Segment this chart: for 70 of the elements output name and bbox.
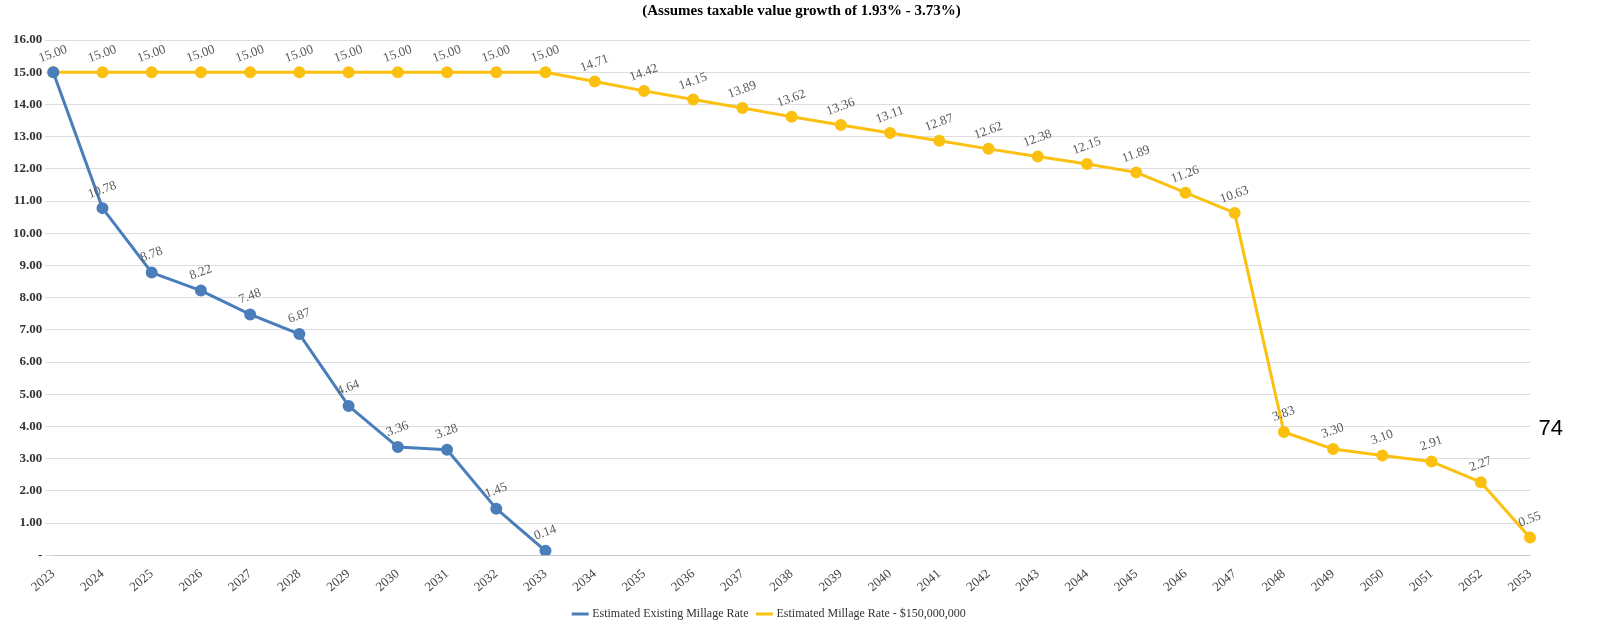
data-label: 3.83 [1270,401,1297,424]
data-label: 12.62 [971,117,1005,142]
data-label: 11.89 [1119,141,1152,166]
data-label: 15.00 [233,41,266,66]
text: 74 [1538,415,1563,441]
data-label: 4.64 [334,375,362,398]
data-label: 15.00 [134,41,168,66]
y-tick-label: 11.00 [13,192,43,208]
data-label: 2.27 [1466,451,1494,475]
x-tick-label: 2040 [864,565,895,594]
y-tick-label: 2.00 [19,482,43,498]
data-label: 15.00 [479,41,512,66]
y-tick-label: - [37,546,43,562]
data-label: 12.15 [1070,132,1103,157]
y-tick-label: 8.00 [19,289,43,305]
x-tick-label: 2049 [1307,565,1338,594]
data-label: 3.28 [433,419,460,442]
data-label: 2.91 [1417,431,1445,454]
data-label: 10.63 [1217,181,1251,206]
y-tick-label: 13.00 [13,127,43,143]
y-tick-label: 14.00 [13,95,43,111]
x-tick-label: 2045 [1110,565,1141,594]
y-tick-label: 3.00 [19,450,43,466]
y-tick-label: 5.00 [19,385,43,401]
data-label: 13.36 [823,93,858,118]
y-tick-label: 12.00 [13,160,43,176]
y-tick-label: 6.00 [19,353,43,369]
data-label: 14.71 [577,50,611,75]
y-tick-label: 15.00 [13,63,43,79]
y-tick-label: 7.00 [19,321,43,337]
data-label: 13.11 [873,101,906,126]
data-label: 6.87 [285,303,313,326]
y-tick-label: 4.00 [19,417,43,433]
x-tick-label: 2023 [27,565,58,594]
x-tick-label: 2036 [667,565,698,594]
data-label: 15.00 [430,41,463,66]
y-tick-label: 9.00 [19,256,43,272]
data-label: 14.15 [676,68,709,93]
data-label: 13.89 [725,76,759,101]
x-tick-label: 2051 [1406,565,1436,594]
chart-title: (Assumes taxable value growth of 1.93% - 3.73%) [641,1,962,20]
data-label: 15.00 [331,41,365,66]
legend-label: Estimated Millage Rate - $150,000,000 [776,606,966,621]
y-tick-label: 16.00 [13,31,43,47]
data-label: 0.55 [1516,507,1543,530]
x-tick-label: 2031 [421,565,452,594]
data-label: 0.14 [531,520,559,543]
data-label: 15.00 [380,41,414,66]
data-label: 10.78 [85,176,119,202]
x-tick-label: 2041 [913,565,944,594]
y-tick-label: 10.00 [13,224,43,240]
data-label: 12.87 [922,109,956,134]
legend-label: Estimated Existing Millage Rate [592,606,749,621]
data-label: 15.00 [184,41,217,66]
data-label: 1.45 [482,478,509,501]
x-tick-label: 2032 [470,565,501,594]
data-label: 15.00 [282,41,316,66]
data-label: 7.48 [236,284,263,307]
data-label: 8.78 [137,242,165,265]
y-tick-label: 1.00 [19,514,43,530]
data-label: 8.22 [187,260,214,283]
data-label: 12.38 [1020,125,1054,150]
data-label: 13.62 [774,85,808,110]
data-label: 3.10 [1368,425,1395,448]
data-label: 3.36 [383,416,411,439]
data-label: 11.26 [1168,161,1202,186]
data-label: 14.42 [627,59,660,84]
data-label: 15.00 [528,41,562,66]
data-label: 15.00 [85,41,119,66]
data-label: 3.30 [1319,418,1346,441]
